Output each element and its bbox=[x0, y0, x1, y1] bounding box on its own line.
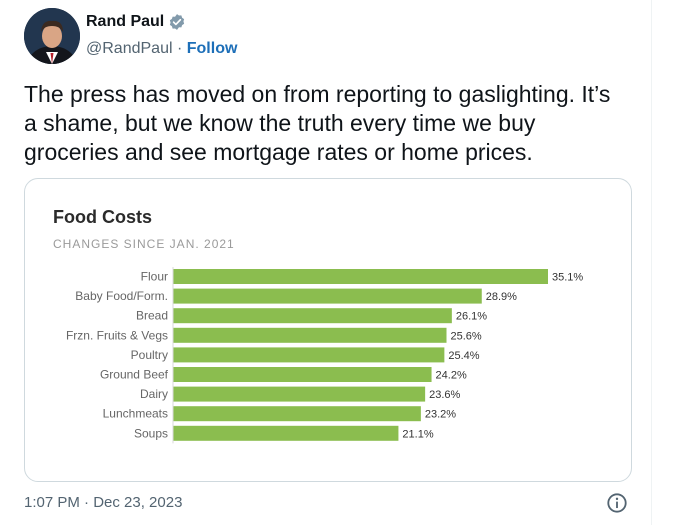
category-label: Poultry bbox=[131, 348, 168, 362]
chart-title: Food Costs bbox=[53, 207, 152, 227]
follow-button[interactable]: Follow bbox=[186, 40, 238, 57]
value-label: 28.9% bbox=[486, 291, 517, 303]
category-label: Lunchmeats bbox=[103, 407, 168, 421]
value-label: 25.6% bbox=[451, 330, 482, 342]
category-label: Soups bbox=[134, 426, 168, 440]
handle-separator: · bbox=[176, 40, 183, 57]
value-label: 26.1% bbox=[456, 311, 487, 323]
category-label: Baby Food/Form. bbox=[75, 289, 168, 303]
bar bbox=[173, 308, 452, 324]
verified-badge-icon bbox=[170, 14, 185, 30]
bar bbox=[173, 269, 548, 284]
category-label: Ground Beef bbox=[100, 368, 169, 382]
value-label: 23.2% bbox=[425, 409, 456, 421]
bar bbox=[173, 327, 447, 343]
timeline-divider bbox=[651, 0, 652, 525]
author-name[interactable]: Rand Paul bbox=[86, 13, 165, 30]
value-label: 25.4% bbox=[448, 350, 479, 362]
chart-image-card[interactable]: Food Costs CHANGES SINCE JAN. 2021 Flour… bbox=[24, 178, 632, 482]
tweet-text: The press has moved on from reporting to… bbox=[24, 80, 634, 167]
avatar[interactable] bbox=[24, 8, 80, 64]
value-label: 35.1% bbox=[552, 272, 583, 284]
tweet-text-line: groceries and see mortgage rates or home… bbox=[24, 139, 533, 165]
avatar-photo-icon bbox=[24, 8, 80, 64]
bar bbox=[173, 288, 482, 304]
value-label: 23.6% bbox=[429, 389, 460, 401]
chart-subtitle: CHANGES SINCE JAN. 2021 bbox=[53, 237, 235, 251]
tweet-timestamp[interactable]: 1:07 PM · Dec 23, 2023 bbox=[24, 494, 183, 511]
value-label: 24.2% bbox=[436, 370, 467, 382]
category-label: Frzn. Fruits & Vegs bbox=[66, 328, 168, 342]
category-label: Bread bbox=[136, 309, 168, 323]
bar bbox=[173, 386, 426, 402]
tweet-text-line: a shame, but we know the truth every tim… bbox=[24, 110, 536, 136]
bar bbox=[173, 367, 432, 382]
food-costs-chart: Flour 35.1% Baby Food/Form. 28.9% Bread 26.1%… bbox=[66, 267, 583, 444]
bar bbox=[173, 347, 445, 363]
value-label: 21.1% bbox=[402, 428, 433, 440]
category-label: Flour bbox=[141, 270, 168, 284]
category-label: Dairy bbox=[140, 387, 168, 401]
tweet-text-line: The press has moved on from reporting to… bbox=[24, 81, 611, 107]
author-handle[interactable]: @RandPaul bbox=[86, 40, 173, 57]
info-icon[interactable] bbox=[606, 492, 628, 514]
bar bbox=[173, 425, 399, 441]
bar bbox=[173, 406, 421, 422]
